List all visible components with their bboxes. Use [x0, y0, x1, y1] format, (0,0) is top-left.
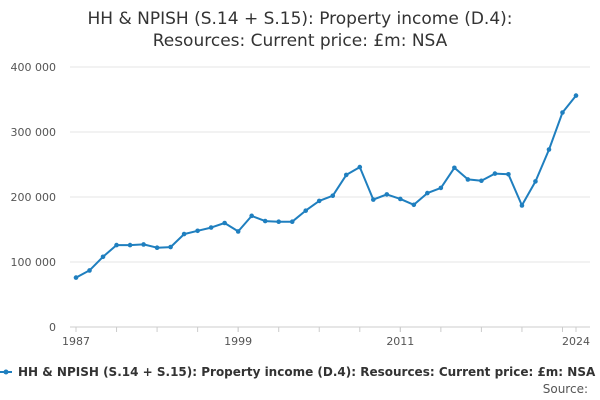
data-point [492, 171, 498, 176]
y-tick-label: 0 [49, 321, 56, 334]
gridlines [70, 66, 590, 263]
data-point [465, 177, 471, 182]
data-point [276, 219, 282, 224]
data-point [141, 242, 146, 247]
data-point [154, 245, 160, 250]
data-point [289, 219, 295, 224]
data-point [73, 275, 79, 280]
data-point [560, 110, 565, 115]
data-point [222, 220, 227, 226]
data-point [316, 198, 322, 204]
data-point [343, 172, 349, 178]
chart-title: HH & NPISH (S.14 + S.15): Property incom… [0, 8, 600, 52]
x-tick-label: 2024 [562, 335, 590, 348]
legend-swatch-icon [0, 369, 12, 375]
data-point [100, 254, 106, 260]
data-point [357, 164, 363, 170]
legend-label: HH & NPISH (S.14 + S.15): Property incom… [18, 365, 596, 379]
data-point [235, 229, 241, 234]
data-point [330, 193, 336, 198]
data-point [411, 202, 417, 208]
source-label: Source: [542, 382, 588, 396]
data-point [195, 228, 200, 234]
y-tick-label: 300 000 [11, 126, 57, 139]
chart-title-line-1: HH & NPISH (S.14 + S.15): Property incom… [87, 9, 513, 29]
data-point [262, 218, 268, 224]
x-tick-label: 1999 [224, 335, 252, 348]
data-point [87, 268, 92, 273]
data-point [425, 190, 430, 196]
data-point [438, 185, 444, 191]
data-point [181, 231, 187, 237]
data-point [546, 147, 552, 152]
x-tick-label: 1987 [62, 335, 90, 348]
y-tick-label: 200 000 [11, 191, 57, 204]
data-point [506, 171, 511, 177]
y-tick-label: 400 000 [11, 61, 57, 74]
data-point [303, 208, 309, 213]
data-point [114, 242, 119, 248]
data-point [479, 178, 484, 184]
series-line [75, 94, 577, 279]
data-point [249, 213, 254, 219]
y-tick-label: 100 000 [11, 256, 57, 269]
data-point [168, 244, 173, 250]
data-point [533, 179, 538, 184]
x-tick-label: 2011 [386, 335, 414, 348]
chart-title-line-2: Resources: Current price: £m: NSA [152, 31, 448, 51]
data-point [573, 93, 579, 98]
data-point [208, 225, 214, 230]
data-point [452, 165, 457, 171]
axes: 0 100 000 200 000 300 000 400 000 1987 1999 201… [11, 61, 590, 348]
data-point [398, 196, 403, 202]
data-point [519, 203, 525, 208]
data-point [384, 192, 390, 197]
data-point [370, 197, 376, 202]
data-point [127, 242, 133, 248]
series-layer [73, 93, 579, 280]
